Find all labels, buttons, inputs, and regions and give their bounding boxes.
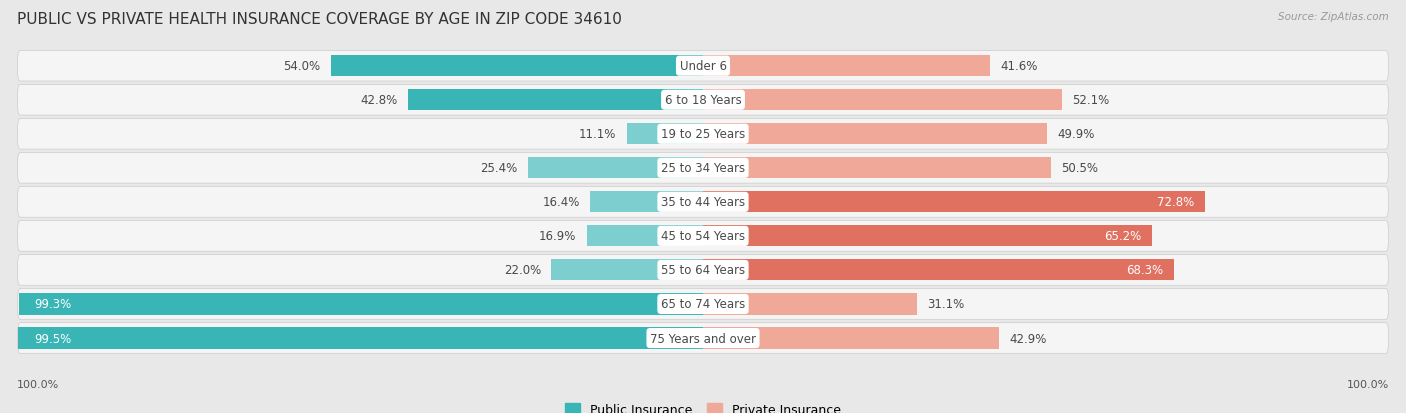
Bar: [703, 294, 917, 315]
Text: 68.3%: 68.3%: [1126, 264, 1163, 277]
Bar: [551, 260, 703, 281]
Bar: [18, 294, 703, 315]
Text: 45 to 54 Years: 45 to 54 Years: [661, 230, 745, 243]
Text: 100.0%: 100.0%: [17, 379, 59, 389]
Text: 16.4%: 16.4%: [543, 196, 579, 209]
Text: 35 to 44 Years: 35 to 44 Years: [661, 196, 745, 209]
Bar: [330, 56, 703, 77]
Bar: [703, 226, 1152, 247]
Text: 52.1%: 52.1%: [1073, 94, 1109, 107]
Text: 99.5%: 99.5%: [35, 332, 72, 345]
Bar: [408, 90, 703, 111]
Text: PUBLIC VS PRIVATE HEALTH INSURANCE COVERAGE BY AGE IN ZIP CODE 34610: PUBLIC VS PRIVATE HEALTH INSURANCE COVER…: [17, 12, 621, 27]
FancyBboxPatch shape: [17, 51, 1389, 82]
Text: 65 to 74 Years: 65 to 74 Years: [661, 298, 745, 311]
Bar: [703, 192, 1205, 213]
Bar: [529, 158, 703, 179]
Text: 54.0%: 54.0%: [284, 60, 321, 73]
Text: 55 to 64 Years: 55 to 64 Years: [661, 264, 745, 277]
Text: 42.9%: 42.9%: [1010, 332, 1046, 345]
Text: 31.1%: 31.1%: [928, 298, 965, 311]
Bar: [703, 56, 990, 77]
Text: 41.6%: 41.6%: [1000, 60, 1038, 73]
Bar: [703, 158, 1050, 179]
Text: 11.1%: 11.1%: [579, 128, 616, 141]
Text: 16.9%: 16.9%: [538, 230, 576, 243]
Bar: [627, 124, 703, 145]
Text: 19 to 25 Years: 19 to 25 Years: [661, 128, 745, 141]
Text: 42.8%: 42.8%: [360, 94, 398, 107]
Text: 25.4%: 25.4%: [481, 162, 517, 175]
Bar: [703, 328, 998, 349]
FancyBboxPatch shape: [17, 187, 1389, 218]
Text: Source: ZipAtlas.com: Source: ZipAtlas.com: [1278, 12, 1389, 22]
Bar: [703, 260, 1174, 281]
Text: 72.8%: 72.8%: [1157, 196, 1194, 209]
Bar: [586, 226, 703, 247]
FancyBboxPatch shape: [17, 289, 1389, 320]
Bar: [17, 328, 703, 349]
Text: 75 Years and over: 75 Years and over: [650, 332, 756, 345]
Text: 6 to 18 Years: 6 to 18 Years: [665, 94, 741, 107]
Text: 50.5%: 50.5%: [1062, 162, 1098, 175]
FancyBboxPatch shape: [17, 153, 1389, 184]
Bar: [591, 192, 703, 213]
Text: 99.3%: 99.3%: [35, 298, 72, 311]
Bar: [703, 90, 1062, 111]
Text: 49.9%: 49.9%: [1057, 128, 1094, 141]
FancyBboxPatch shape: [17, 221, 1389, 252]
Bar: [703, 124, 1047, 145]
Text: 25 to 34 Years: 25 to 34 Years: [661, 162, 745, 175]
Text: 100.0%: 100.0%: [1347, 379, 1389, 389]
Text: 65.2%: 65.2%: [1105, 230, 1142, 243]
FancyBboxPatch shape: [17, 255, 1389, 285]
Legend: Public Insurance, Private Insurance: Public Insurance, Private Insurance: [565, 403, 841, 413]
FancyBboxPatch shape: [17, 119, 1389, 150]
Text: 22.0%: 22.0%: [503, 264, 541, 277]
Text: Under 6: Under 6: [679, 60, 727, 73]
FancyBboxPatch shape: [17, 323, 1389, 354]
FancyBboxPatch shape: [17, 85, 1389, 116]
